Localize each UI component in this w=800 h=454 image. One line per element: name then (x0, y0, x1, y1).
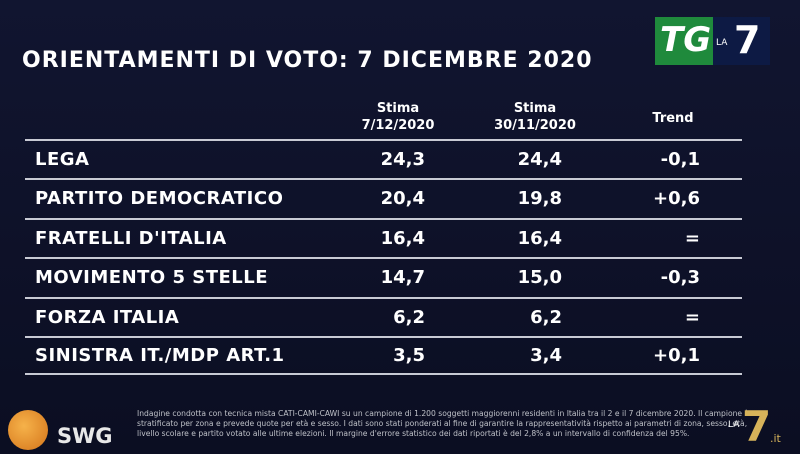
row-rule (25, 257, 742, 259)
header-line: Stima (513, 101, 557, 116)
cell-value: 16,4 (517, 227, 562, 249)
cell-value: 15,0 (517, 267, 562, 288)
cell-value: -0,3 (660, 267, 700, 288)
title: ORIENTAMENTI DI VOTO: 7 DICEMBRE 2020 (22, 48, 593, 73)
column-header: Trend (613, 110, 733, 127)
logo-la7-box (713, 17, 770, 65)
header-line: Trend (652, 111, 694, 126)
row-rule (25, 178, 742, 180)
row-rule (25, 373, 742, 375)
swg-ball (8, 410, 48, 450)
cell-value: 16,4 (380, 227, 425, 249)
cell-value: 3,4 (530, 344, 562, 366)
party-name: SINISTRA IT./MDP ART.1 (35, 344, 285, 366)
header-line: 30/11/2020 (494, 118, 576, 133)
header-line: 7/12/2020 (361, 118, 435, 133)
cell-value: = (684, 227, 700, 249)
cell-value: 6,2 (530, 306, 562, 328)
logo-tg-box (655, 17, 713, 65)
corner-la: LA (728, 420, 740, 430)
header-line: Stima (376, 101, 420, 116)
cell-value: 3,5 (393, 344, 425, 366)
row-rule (25, 297, 742, 299)
logo-seven: 7 (734, 18, 761, 62)
corner-seven: 7 (742, 402, 772, 451)
cell-value: 24,3 (380, 148, 425, 170)
footnote: Indagine condotta con tecnica mista CATI… (137, 409, 750, 438)
column-header: Stima 7/12/2020 (338, 100, 458, 134)
row-rule (25, 139, 742, 141)
cell-value: -0,1 (660, 148, 700, 170)
row-rule (25, 218, 742, 220)
party-name: LEGA (35, 148, 90, 170)
party-name: FRATELLI D'ITALIA (35, 227, 227, 249)
swg-brand: SWG (57, 424, 113, 448)
party-name: MOVIMENTO 5 STELLE (35, 267, 269, 288)
party-name: PARTITO DEMOCRATICO (35, 188, 284, 209)
cell-value: 6,2 (393, 306, 425, 328)
party-name: FORZA ITALIA (35, 306, 180, 328)
cell-value: 24,4 (517, 148, 562, 170)
corner-it: .it (770, 432, 781, 445)
row-rule (25, 336, 742, 338)
cell-value: 19,8 (517, 188, 562, 209)
column-header: Stima 30/11/2020 (475, 100, 595, 134)
logo-tg: TG (660, 20, 712, 60)
cell-value: +0,6 (653, 188, 700, 209)
cell-value: 14,7 (380, 267, 425, 288)
cell-value: +0,1 (653, 344, 700, 366)
cell-value: = (684, 306, 700, 328)
logo-la: LA (716, 38, 728, 48)
cell-value: 20,4 (380, 188, 425, 209)
